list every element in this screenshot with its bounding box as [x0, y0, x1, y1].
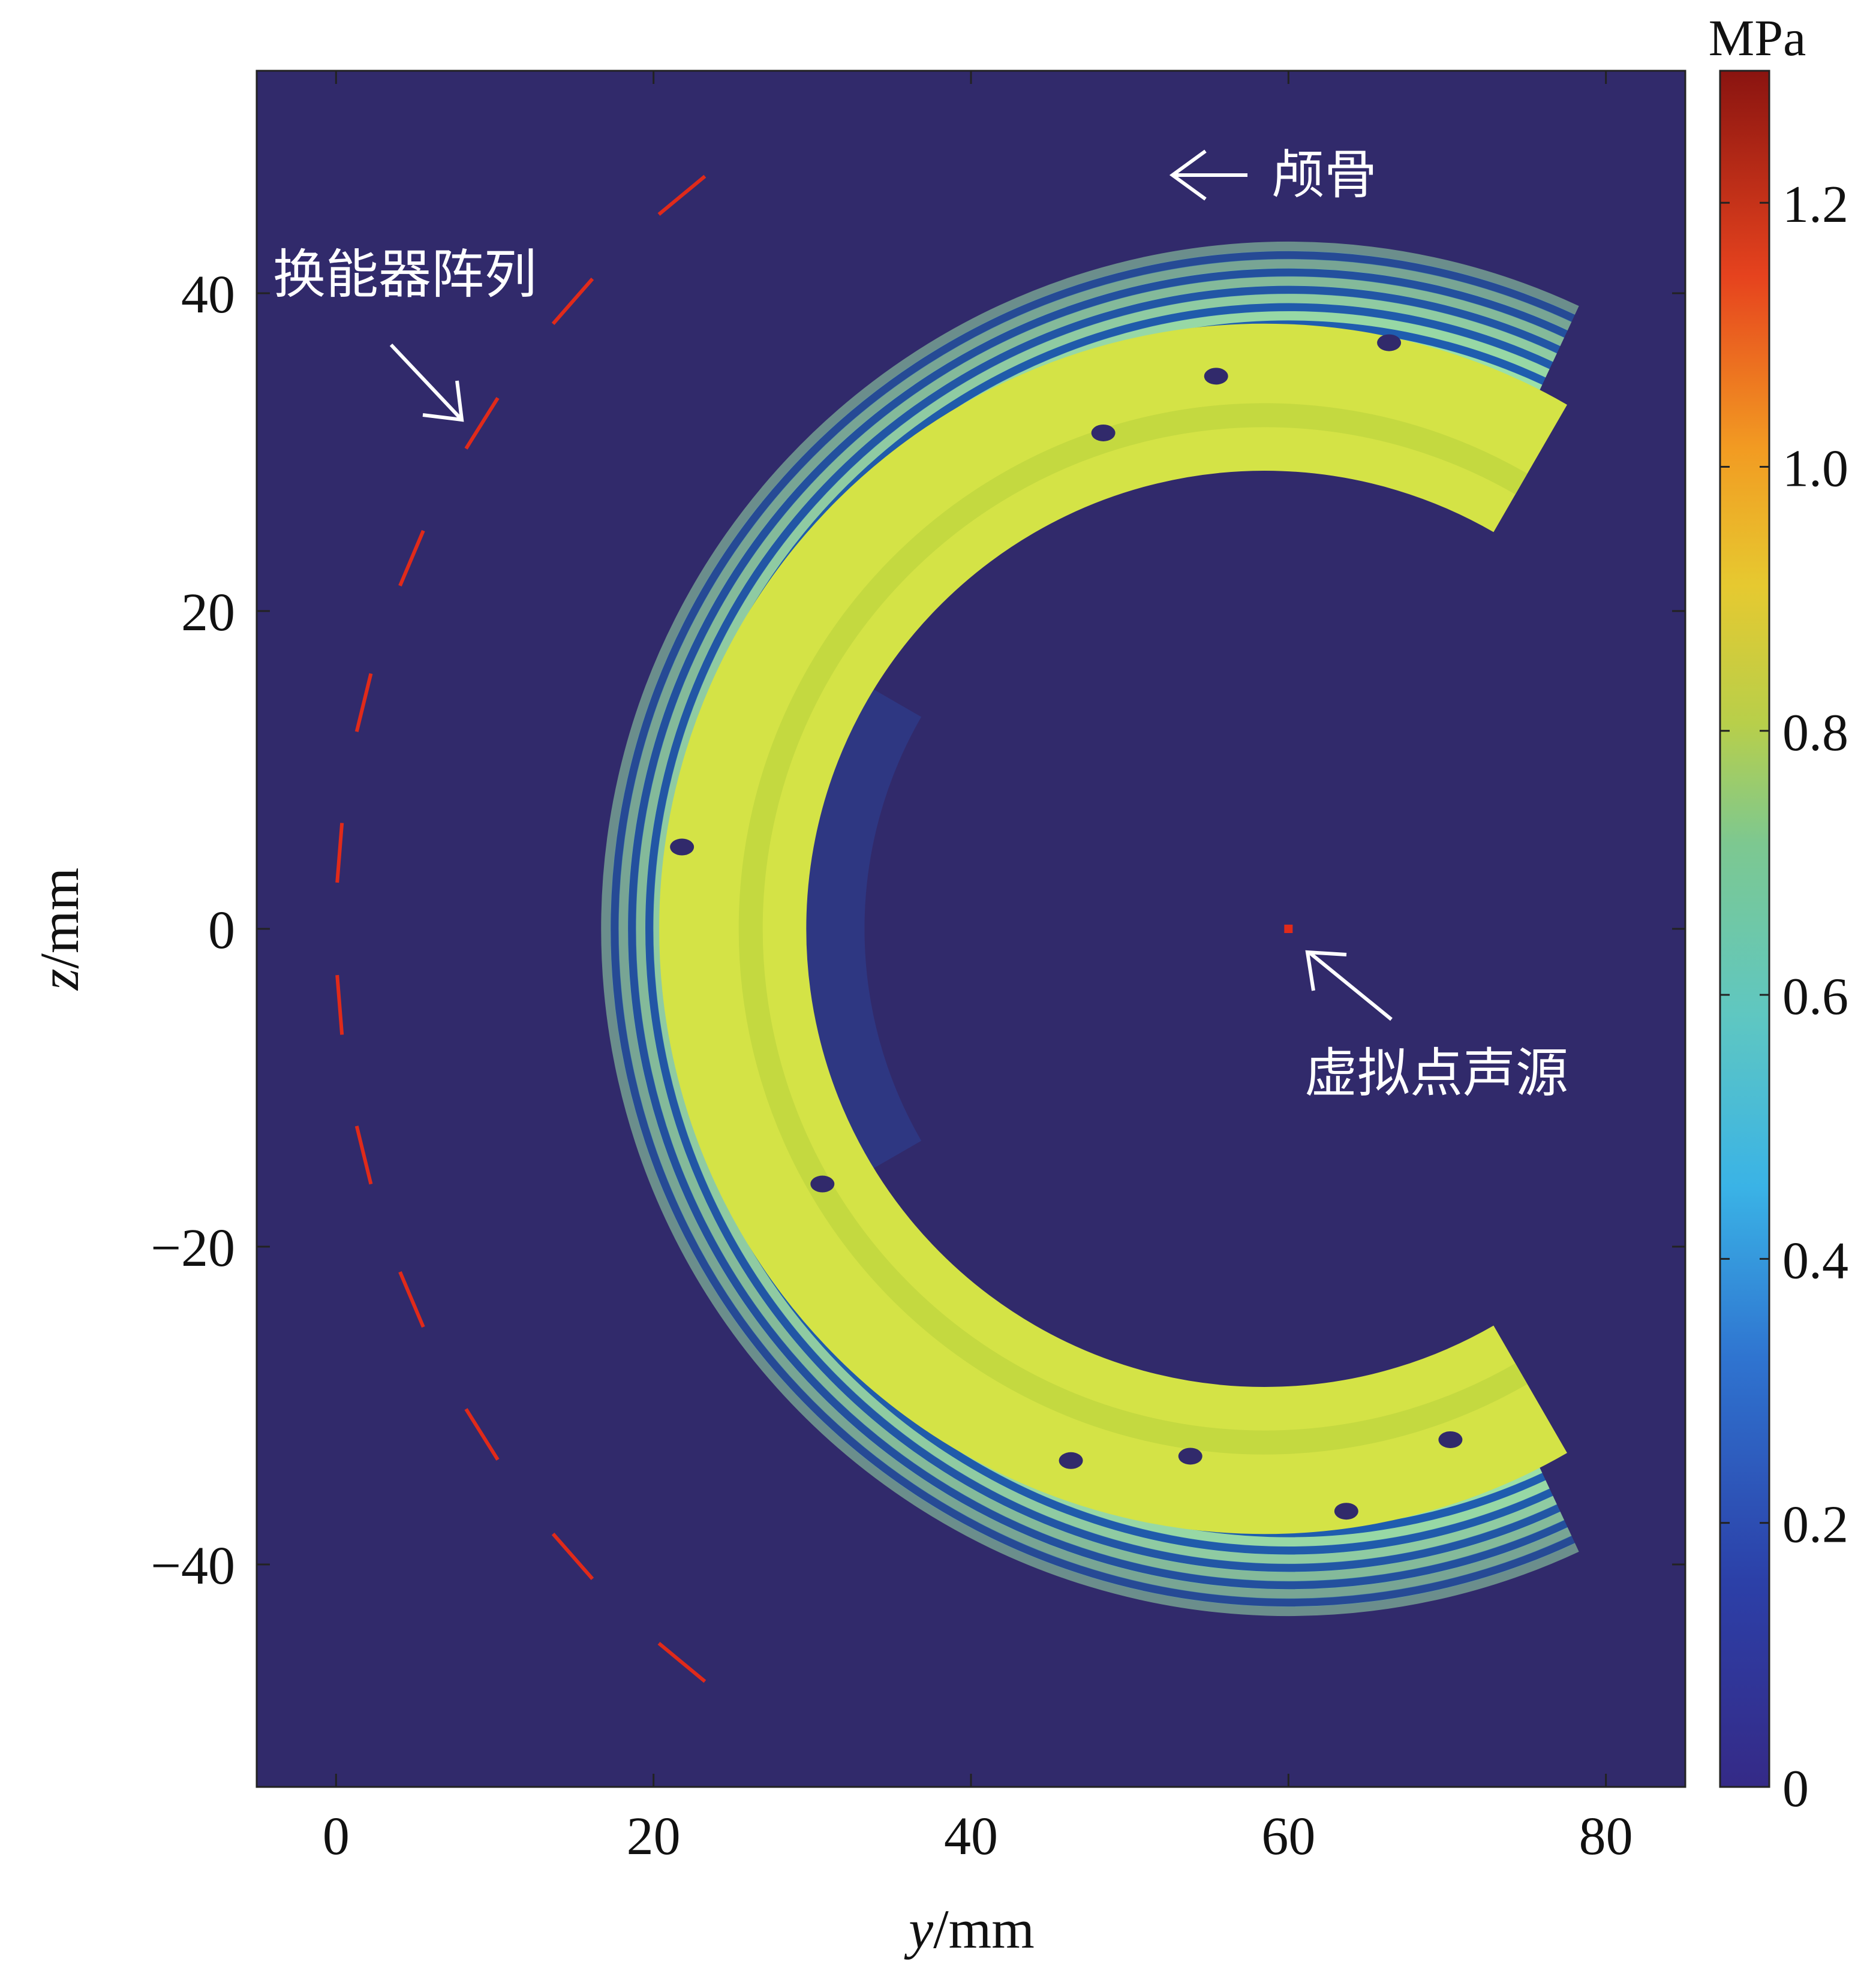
- x-axis-label: y/mm: [904, 1898, 1035, 1960]
- annotation-skull-label: 颅骨: [1271, 144, 1377, 206]
- skull-pore: [670, 838, 695, 856]
- arrow-source-head: [1305, 950, 1347, 991]
- wavefield-ring: [610, 251, 1576, 1607]
- y-axis-label-var: z: [29, 968, 90, 991]
- transducer-element: [657, 1642, 706, 1683]
- annotation-skull: 颅骨: [1169, 144, 1377, 206]
- x-tick-label: 80: [1579, 1807, 1633, 1866]
- transducer-element: [398, 529, 425, 587]
- annotation-transducer-array: 换能器阵列: [273, 243, 537, 422]
- x-axis-label-var: y: [904, 1898, 933, 1960]
- x-axis-label-unit: /mm: [933, 1898, 1035, 1960]
- skull-pore: [810, 1175, 835, 1193]
- wavefield-ring: [645, 285, 1561, 1572]
- wavefield-ring: [636, 276, 1565, 1582]
- colorbar-tick-label: 1.2: [1782, 176, 1848, 234]
- colorbar-tick-label: 0.4: [1782, 1232, 1848, 1290]
- x-tick-label: 0: [323, 1807, 350, 1866]
- skull-pore: [1334, 1503, 1358, 1520]
- skull-pore: [1059, 1452, 1083, 1469]
- wavefield-ring: [601, 241, 1579, 1617]
- skull-pore: [1438, 1431, 1463, 1448]
- annotations: 颅骨 换能器阵列 虚拟点声源: [273, 144, 1568, 1104]
- arrow-transducer-head: [422, 380, 464, 422]
- skull-pore: [1178, 1448, 1202, 1465]
- colorbar-tick-label: 0.8: [1782, 704, 1848, 762]
- transducer-element: [354, 673, 373, 732]
- virtual-source-point: [1284, 925, 1293, 933]
- skull-pore: [1204, 368, 1228, 385]
- y-tick-label: −20: [151, 1218, 235, 1278]
- transducer-element: [551, 1533, 594, 1581]
- annotation-transducer-array-label: 换能器阵列: [273, 243, 537, 305]
- data-layer: [335, 174, 1579, 1683]
- arrow-skull-head: [1169, 149, 1207, 201]
- wavefield-ring: [653, 293, 1558, 1564]
- y-axis-label-unit: /mm: [29, 868, 90, 969]
- transducer-element: [354, 1126, 373, 1185]
- transducer-element: [551, 277, 594, 325]
- transducer-element: [657, 174, 706, 216]
- colorbar-tick-label: 0: [1782, 1760, 1809, 1818]
- annotation-virtual-source-label: 虚拟点声源: [1304, 1042, 1568, 1104]
- wavefield-ring: [627, 268, 1568, 1590]
- x-tick-label: 40: [944, 1807, 998, 1866]
- x-tick-label: 20: [627, 1807, 681, 1866]
- annotation-virtual-source: 虚拟点声源: [1304, 950, 1568, 1104]
- skull-pore: [1377, 334, 1402, 351]
- colorbar: [1719, 70, 1770, 1788]
- transducer-array: [335, 174, 706, 1683]
- ticks-layer: 0 20 40 60 80 −40 −20 0 20 40: [151, 71, 1685, 1866]
- y-axis-label: z/mm: [29, 868, 90, 992]
- y-tick-label: −40: [151, 1536, 235, 1596]
- colorbar-tick-label: 1.0: [1782, 440, 1848, 498]
- arrow-source-shaft: [1309, 952, 1393, 1021]
- y-tick-label: 40: [181, 265, 235, 324]
- skull-pore: [1091, 424, 1116, 441]
- arrow-transducer-shaft: [389, 343, 464, 422]
- skull-texture: [738, 403, 1528, 1455]
- y-tick-label: 20: [181, 583, 235, 642]
- colorbar-ticks: 0 0.2 0.4 0.6 0.8 1.0 1.2: [1720, 176, 1848, 1818]
- transducer-element: [335, 974, 344, 1035]
- y-tick-label: 0: [208, 901, 235, 960]
- transducer-element: [398, 1271, 425, 1328]
- wavefield-ring: [618, 258, 1572, 1599]
- colorbar-unit-label: MPa: [1709, 9, 1806, 67]
- skull: [659, 323, 1567, 1534]
- transducer-element: [335, 823, 344, 883]
- colorbar-tick-label: 0.6: [1782, 968, 1848, 1026]
- x-tick-label: 60: [1261, 1807, 1315, 1866]
- transducer-element: [464, 1408, 500, 1461]
- colorbar-tick-label: 0.2: [1782, 1496, 1848, 1554]
- transducer-element: [464, 397, 500, 450]
